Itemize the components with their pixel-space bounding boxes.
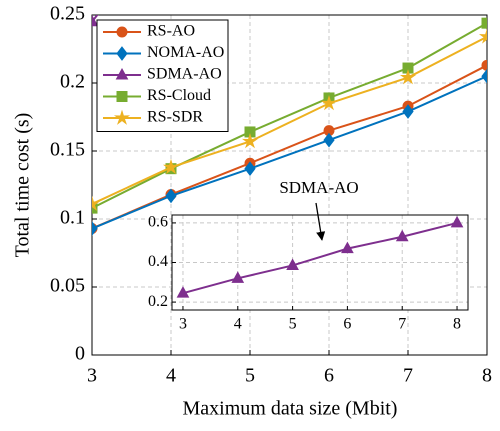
marker [450,215,464,228]
legend-label: RS-Cloud [147,87,211,104]
axes-box [171,214,469,311]
marker [323,132,335,148]
series-line [92,64,487,230]
legend-marker [116,46,128,61]
marker [481,68,487,84]
marker [176,286,190,298]
series-line [182,221,458,295]
x-tick-label: 7 [403,365,413,387]
x-tick-label: 8 [482,365,492,387]
marker [162,158,180,175]
y-tick-label: 0.05 [50,275,85,297]
y-tick-label: 0.25 [50,3,85,25]
legend-marker [115,67,129,80]
x-tick-label: 3 [87,365,97,387]
marker [395,229,409,242]
marker [481,59,487,71]
x-axis-label: Maximum data size (Mbit) [183,398,398,420]
marker [341,241,354,254]
marker [286,258,299,270]
marker [241,133,259,149]
legend: RS-AO NOMA-AO SDMA-AO RS-Cloud RS-SDR [96,19,229,132]
y-axis-label: Total time cost (s) [12,113,34,258]
legend-label: RS-SDR [147,109,203,126]
annotation-arrow [315,202,326,241]
y-tick-label: 0 [75,343,85,365]
x-tick-label: 5 [245,365,255,387]
x-tick-label: 4 [234,316,242,333]
series-line [92,75,487,230]
annotation: SDMA-AO [279,178,358,197]
series-line [92,35,487,205]
marker [320,94,338,111]
marker [402,104,414,119]
marker [481,17,487,29]
marker [244,161,256,177]
legend-label: NOMA-AO [147,44,224,61]
y-tick-label: 0.15 [50,139,85,161]
legend-marker [113,109,131,125]
x-tick-label: 7 [398,316,406,333]
y-tick-label: 0.6 [148,214,168,231]
axes-box [91,14,488,356]
x-tick-label: 6 [324,365,334,387]
y-tick-label: 0.2 [148,293,168,310]
marker [92,15,99,27]
x-tick-label: 8 [453,316,461,333]
x-tick-label: 3 [179,316,187,333]
x-tick-label: 6 [343,316,351,333]
x-tick-label: 5 [289,316,297,333]
marker [231,271,245,283]
marker [92,195,101,211]
legend-marker [116,91,128,102]
series-line [92,22,487,210]
marker [399,69,417,85]
legend-label: SDMA-AO [147,66,222,83]
marker [92,221,98,236]
marker [478,28,487,44]
y-tick-label: 0.4 [148,253,168,270]
series-group [92,15,487,236]
marker [165,188,177,204]
legend-marker [116,26,128,38]
x-tick-label: 4 [166,365,176,387]
legend-label: RS-AO [147,23,195,40]
y-tick-label: 0.1 [60,207,85,229]
y-tick-label: 0.2 [60,71,85,93]
